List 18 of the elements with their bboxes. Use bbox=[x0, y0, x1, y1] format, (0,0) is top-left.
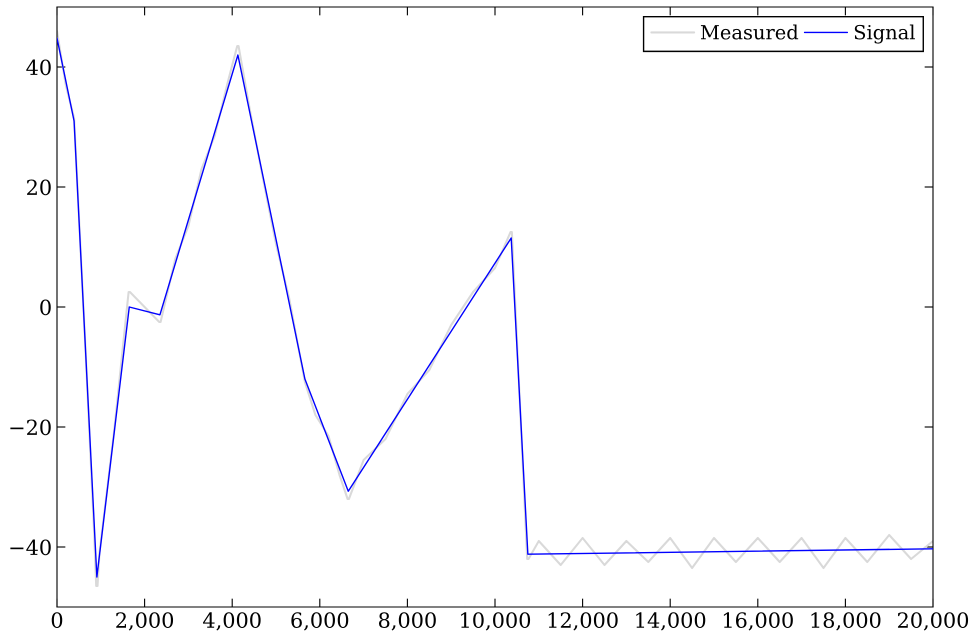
legend-label: Measured bbox=[700, 24, 798, 40]
x-tick-label: 2,000 bbox=[116, 612, 174, 631]
y-tick-label: 20 bbox=[27, 179, 51, 196]
y-tick-label: −20 bbox=[10, 419, 51, 436]
x-tick-label: 6,000 bbox=[291, 612, 348, 631]
x-tick-label: 20,000 bbox=[898, 612, 968, 631]
x-tick-label: 10,000 bbox=[461, 612, 530, 631]
y-tick-label: 40 bbox=[26, 59, 51, 76]
x-tick-label: 8,000 bbox=[378, 612, 436, 631]
x-tick-label: 12,000 bbox=[548, 612, 618, 631]
y-tick-label: −40 bbox=[10, 539, 51, 556]
x-tick-label: 0 bbox=[52, 612, 62, 628]
x-tick-label: 16,000 bbox=[724, 612, 793, 631]
y-tick-label: 0 bbox=[40, 299, 51, 316]
x-tick-label: 4,000 bbox=[203, 612, 261, 631]
legend-label: Signal bbox=[854, 24, 915, 44]
x-tick-label: 14,000 bbox=[636, 612, 706, 631]
x-tick-label: 18,000 bbox=[811, 612, 880, 631]
